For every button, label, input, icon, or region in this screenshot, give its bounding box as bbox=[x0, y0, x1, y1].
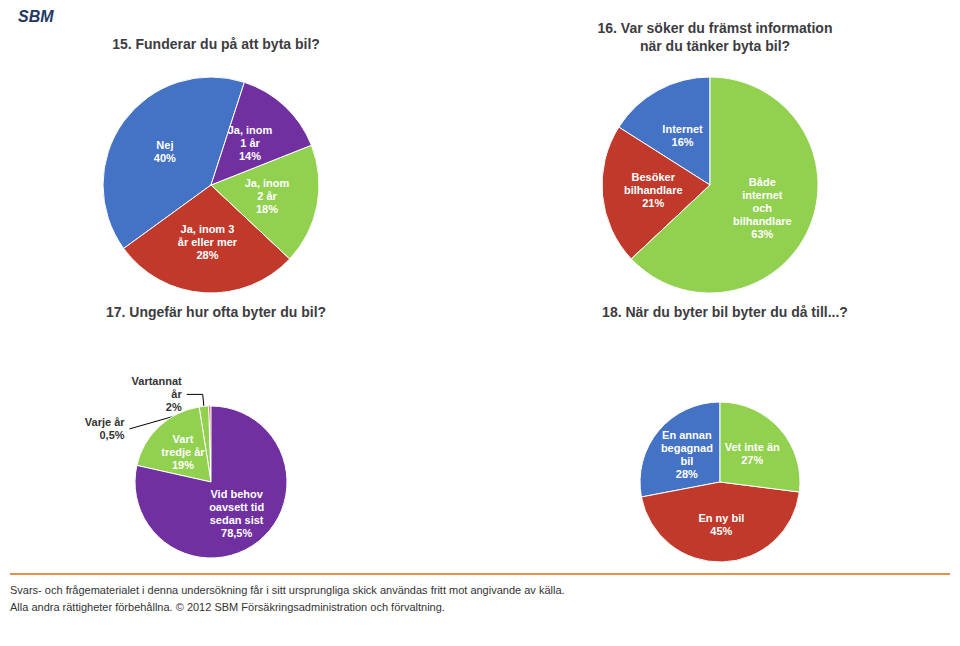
svg-text:Internet: Internet bbox=[662, 123, 703, 135]
svg-text:begagnad: begagnad bbox=[661, 442, 713, 454]
svg-text:28%: 28% bbox=[676, 468, 698, 480]
svg-text:Vart: Vart bbox=[173, 433, 194, 445]
svg-text:40%: 40% bbox=[154, 152, 176, 164]
svg-text:14%: 14% bbox=[239, 150, 261, 162]
svg-text:Nej: Nej bbox=[156, 139, 173, 151]
svg-text:Vartannat: Vartannat bbox=[132, 375, 182, 387]
svg-text:21%: 21% bbox=[642, 197, 664, 209]
svg-text:Vet inte än: Vet inte än bbox=[725, 441, 780, 453]
svg-text:27%: 27% bbox=[741, 454, 763, 466]
svg-text:En annan: En annan bbox=[662, 429, 712, 441]
svg-text:Besöker: Besöker bbox=[632, 171, 676, 183]
svg-text:En ny bil: En ny bil bbox=[698, 512, 744, 524]
svg-text:15. Funderar du på att byta bi: 15. Funderar du på att byta bil? bbox=[112, 36, 320, 52]
svg-text:18%: 18% bbox=[256, 203, 278, 215]
svg-text:när du tänker byta bil?: när du tänker byta bil? bbox=[640, 38, 790, 54]
svg-text:45%: 45% bbox=[710, 525, 732, 537]
svg-text:2 år: 2 år bbox=[257, 190, 277, 202]
svg-text:år: år bbox=[171, 388, 182, 400]
svg-text:16%: 16% bbox=[672, 136, 694, 148]
svg-text:63%: 63% bbox=[751, 228, 773, 240]
svg-text:Alla andra rättigheter förbehå: Alla andra rättigheter förbehållna. © 20… bbox=[10, 601, 445, 613]
svg-text:2%: 2% bbox=[166, 401, 182, 413]
svg-text:bilhandlare: bilhandlare bbox=[624, 184, 683, 196]
svg-text:28%: 28% bbox=[196, 249, 218, 261]
svg-text:Ja, inom: Ja, inom bbox=[245, 177, 290, 189]
svg-text:och: och bbox=[753, 202, 773, 214]
svg-text:bilhandlare: bilhandlare bbox=[733, 215, 792, 227]
svg-text:Både: Både bbox=[749, 176, 776, 188]
svg-text:oavsett tid: oavsett tid bbox=[209, 501, 264, 513]
svg-text:internet: internet bbox=[742, 189, 783, 201]
svg-text:Ja, inom: Ja, inom bbox=[228, 124, 273, 136]
svg-text:78,5%: 78,5% bbox=[221, 527, 252, 539]
svg-text:19%: 19% bbox=[172, 459, 194, 471]
svg-text:1 år: 1 år bbox=[240, 137, 260, 149]
svg-text:SBM: SBM bbox=[18, 8, 54, 25]
svg-text:Vid behov: Vid behov bbox=[210, 488, 263, 500]
svg-text:bil: bil bbox=[680, 455, 693, 467]
svg-text:0,5%: 0,5% bbox=[99, 429, 124, 441]
svg-text:Svars- och frågematerialet i d: Svars- och frågematerialet i denna under… bbox=[10, 584, 565, 596]
svg-text:18. När du byter bil byter du: 18. När du byter bil byter du då till...… bbox=[602, 304, 848, 320]
svg-text:tredje år: tredje år bbox=[161, 446, 205, 458]
svg-text:sedan sist: sedan sist bbox=[210, 514, 264, 526]
svg-text:Varje år: Varje år bbox=[85, 416, 125, 428]
svg-text:år eller mer: år eller mer bbox=[178, 236, 238, 248]
svg-text:17. Ungefär hur ofta byter du: 17. Ungefär hur ofta byter du bil? bbox=[106, 304, 326, 320]
svg-text:Ja, inom 3: Ja, inom 3 bbox=[181, 223, 235, 235]
svg-text:16. Var söker du främst inform: 16. Var söker du främst information bbox=[598, 20, 833, 36]
